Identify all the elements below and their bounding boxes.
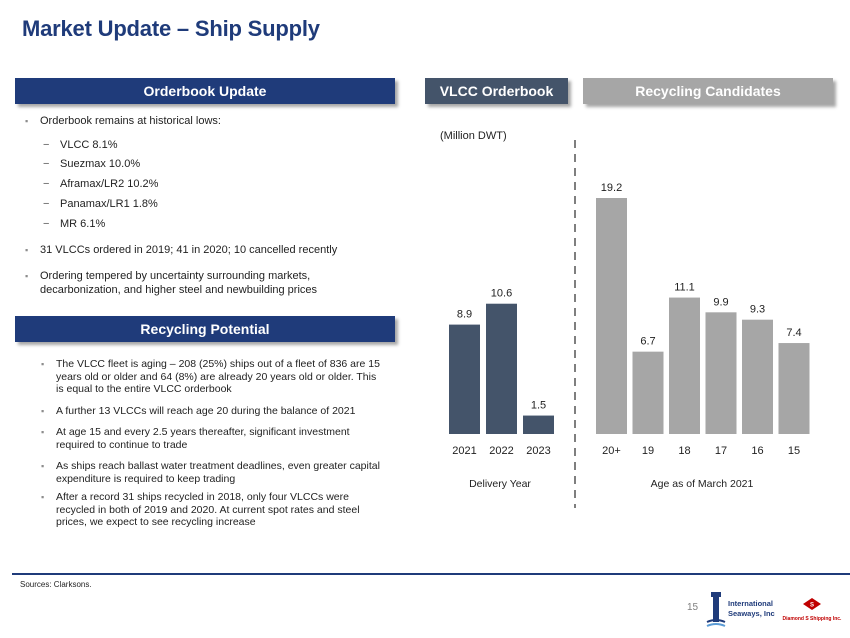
orderbook-data-label-2023: 1.5 [531, 400, 546, 412]
page-title: Market Update – Ship Supply [22, 16, 320, 41]
orderbook-item-aframax: Aframax/LR2 10.2% [43, 177, 159, 191]
international-seaways-logo: International Seaways, Inc. [706, 592, 775, 627]
orderbook-item-vlcc: VLCC 8.1% [43, 138, 118, 152]
recycling-bullet-age20: A further 13 VLCCs will reach age 20 dur… [41, 405, 386, 418]
orderbook-bar-2022 [486, 303, 517, 434]
recycling-data-label-15: 7.4 [786, 327, 801, 339]
svg-text:S: S [810, 603, 814, 609]
orderbook-data-label-2021: 8.9 [457, 309, 472, 321]
sources-note: Sources: Clarksons. [20, 580, 92, 589]
orderbook-bar-2021 [449, 324, 480, 434]
footer-rule [12, 573, 850, 575]
orderbook-tick-label-2022: 2022 [489, 445, 513, 457]
recycling-tick-label-20+: 20+ [602, 445, 621, 457]
orderbook-tick-label-2021: 2021 [452, 445, 476, 457]
recycling-bar-15 [778, 343, 810, 434]
orderbook-tick-label-2023: 2023 [526, 445, 550, 457]
recycling-data-label-18: 11.1 [674, 282, 695, 294]
recycling-tick-label-18: 18 [678, 445, 690, 457]
recycling-bar-19 [632, 351, 664, 434]
orderbook-update-header: Orderbook Update [15, 78, 395, 104]
orderbook-lead-bullet: Orderbook remains at historical lows: [25, 114, 221, 128]
page-number: 15 [687, 602, 699, 613]
recycling-bar-17 [705, 312, 737, 434]
recycling-data-label-20+: 19.2 [601, 182, 622, 194]
recycling-tick-label-16: 16 [751, 445, 763, 457]
orderbook-bullet-ordered: 31 VLCCs ordered in 2019; 41 in 2020; 10… [25, 243, 337, 257]
orderbook-data-label-2022: 10.6 [491, 288, 512, 300]
recycling-bullet-ballast: As ships reach ballast water treatment d… [41, 460, 386, 485]
x-axis-title-delivery-year: Delivery Year [469, 478, 531, 490]
x-axis-title-age: Age as of March 2021 [651, 478, 754, 490]
svg-text:International: International [728, 599, 773, 608]
recycling-bullet-aging: The VLCC fleet is aging – 208 (25%) ship… [41, 358, 386, 396]
recycling-tick-label-17: 17 [715, 445, 727, 457]
orderbook-item-suezmax: Suezmax 10.0% [43, 157, 140, 171]
recycling-bullet-investment: At age 15 and every 2.5 years thereafter… [41, 426, 386, 451]
orderbook-bullet-tempered: Ordering tempered by uncertainty surroun… [25, 269, 370, 297]
diamond-s-logo: S Diamond S Shipping Inc. [783, 598, 843, 622]
recycling-data-label-17: 9.9 [713, 296, 728, 308]
recycling-data-label-16: 9.3 [750, 304, 765, 316]
orderbook-item-panamax: Panamax/LR1 1.8% [43, 197, 158, 211]
recycling-candidates-header: Recycling Candidates [583, 78, 833, 104]
recycling-potential-header: Recycling Potential [15, 316, 395, 342]
recycling-tick-label-15: 15 [788, 445, 800, 457]
recycling-bullet-record: After a record 31 ships recycled in 2018… [41, 491, 386, 529]
orderbook-item-mr: MR 6.1% [43, 217, 105, 231]
recycling-bar-18 [669, 297, 700, 434]
svg-text:Seaways, Inc.: Seaways, Inc. [728, 609, 775, 618]
unit-label: (Million DWT) [440, 130, 507, 142]
recycling-tick-label-19: 19 [642, 445, 654, 457]
vlcc-orderbook-header: VLCC Orderbook [425, 78, 568, 104]
recycling-bar-20+ [596, 198, 627, 434]
svg-text:Diamond S Shipping Inc.: Diamond S Shipping Inc. [783, 616, 843, 622]
orderbook-bar-2023 [523, 415, 554, 434]
recycling-data-label-19: 6.7 [640, 336, 655, 348]
recycling-bar-16 [742, 319, 773, 434]
